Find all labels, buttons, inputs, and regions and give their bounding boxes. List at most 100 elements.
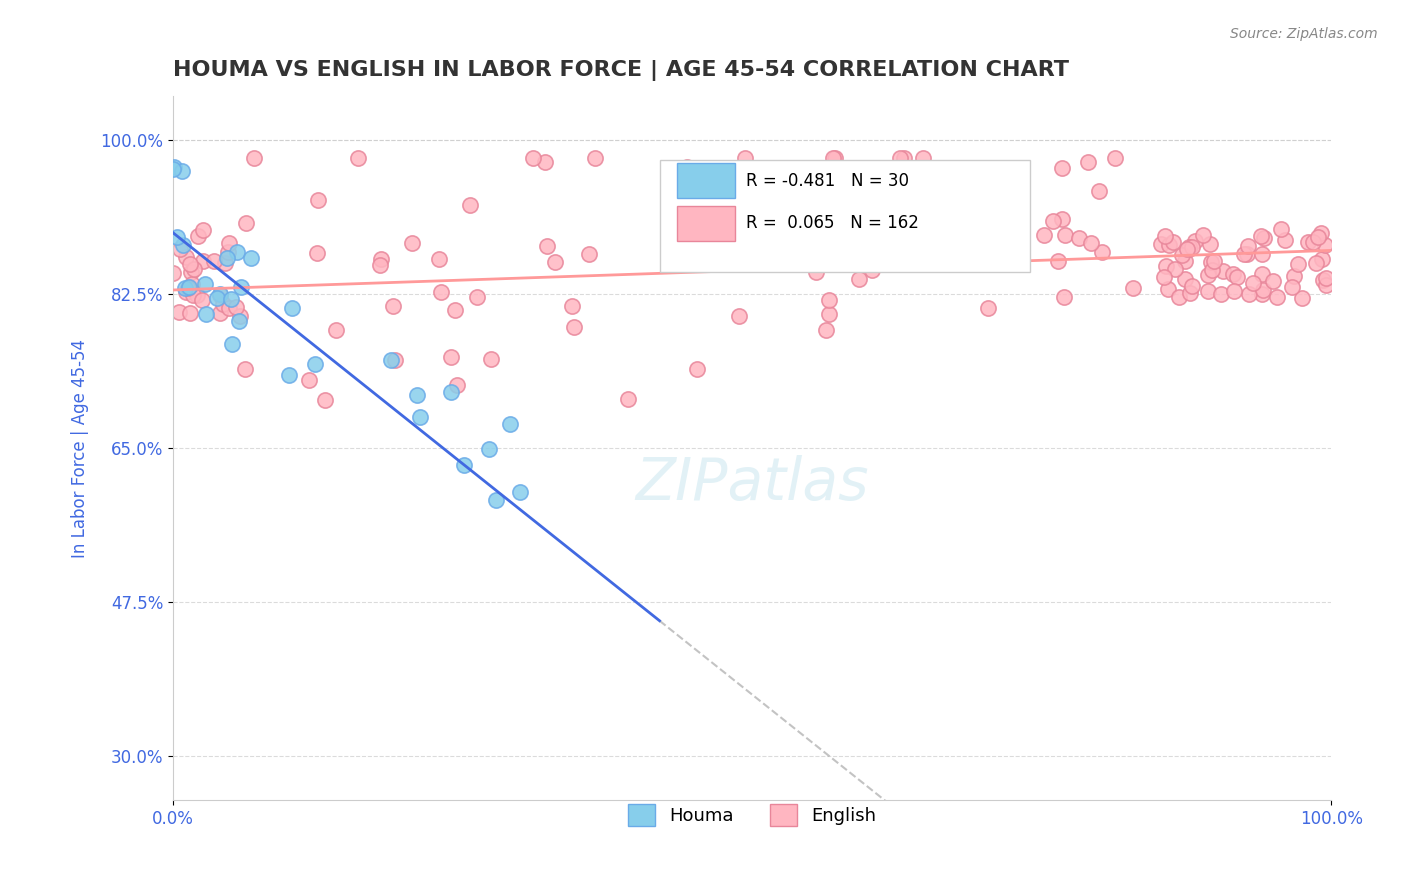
Houma (228, 313, 250, 327)
English (1054, 228, 1077, 243)
English (676, 160, 699, 174)
English (1122, 281, 1144, 295)
English (181, 288, 204, 302)
English (835, 216, 858, 230)
Text: ZIPatlas: ZIPatlas (636, 455, 869, 512)
English (817, 307, 839, 321)
English (180, 265, 202, 279)
English (1042, 214, 1064, 228)
English (1052, 212, 1074, 227)
English (1007, 174, 1029, 188)
Houma (195, 307, 218, 321)
English (1174, 253, 1197, 268)
English (180, 277, 202, 291)
English (977, 301, 1000, 316)
Houma (239, 252, 262, 266)
English (1251, 284, 1274, 298)
English (893, 151, 915, 165)
Houma (231, 279, 253, 293)
English (1184, 235, 1206, 249)
English (1302, 235, 1324, 249)
English (831, 166, 853, 180)
English (191, 222, 214, 236)
English (1046, 254, 1069, 268)
English (225, 300, 247, 314)
English (728, 309, 751, 323)
English (370, 252, 392, 267)
English (1181, 240, 1204, 254)
English (212, 296, 235, 310)
English (384, 353, 406, 368)
English (848, 272, 870, 286)
English (1077, 154, 1099, 169)
English (1033, 227, 1056, 242)
English (1104, 151, 1126, 165)
Houma (281, 301, 304, 315)
English (1154, 229, 1177, 244)
English (1181, 278, 1204, 293)
FancyBboxPatch shape (676, 205, 735, 241)
English (536, 239, 558, 253)
English (1178, 286, 1201, 301)
English (401, 235, 423, 250)
English (534, 154, 557, 169)
English (208, 306, 231, 320)
English (880, 200, 903, 214)
English (1222, 267, 1244, 281)
English (174, 250, 197, 264)
English (1154, 259, 1177, 273)
English (465, 290, 488, 304)
English (1261, 274, 1284, 288)
Houma (440, 385, 463, 400)
English (169, 305, 191, 319)
Text: Source: ZipAtlas.com: Source: ZipAtlas.com (1230, 27, 1378, 41)
FancyBboxPatch shape (659, 160, 1031, 272)
FancyBboxPatch shape (676, 163, 735, 199)
English (458, 198, 481, 212)
English (1197, 284, 1219, 298)
English (1088, 184, 1111, 198)
Text: HOUMA VS ENGLISH IN LABOR FORCE | AGE 45-54 CORRELATION CHART: HOUMA VS ENGLISH IN LABOR FORCE | AGE 45… (173, 60, 1069, 80)
English (1286, 257, 1309, 271)
English (325, 323, 347, 337)
English (583, 151, 606, 165)
English (1305, 256, 1327, 270)
English (1175, 242, 1198, 256)
English (162, 266, 184, 280)
English (217, 245, 239, 260)
English (1174, 272, 1197, 286)
Houma (409, 409, 432, 424)
Houma (205, 291, 228, 305)
English (1167, 289, 1189, 303)
English (734, 151, 756, 165)
Houma (170, 164, 193, 178)
Houma (194, 277, 217, 292)
Houma (499, 417, 522, 432)
English (1212, 264, 1234, 278)
English (1091, 245, 1114, 260)
English (1150, 237, 1173, 252)
English (543, 255, 565, 269)
English (1223, 284, 1246, 298)
Houma (509, 485, 531, 500)
English (1309, 227, 1331, 241)
English (183, 262, 205, 277)
English (522, 151, 544, 165)
English (298, 373, 321, 387)
Houma (277, 368, 299, 382)
Y-axis label: In Labor Force | Age 45-54: In Labor Force | Age 45-54 (72, 339, 89, 558)
English (1163, 261, 1185, 276)
English (578, 247, 600, 261)
English (479, 351, 502, 366)
English (1197, 268, 1219, 283)
English (1236, 247, 1258, 261)
English (368, 258, 391, 272)
English (942, 223, 965, 237)
Houma (163, 160, 186, 174)
English (1265, 290, 1288, 304)
English (1199, 255, 1222, 269)
English (440, 350, 463, 364)
English (755, 178, 778, 193)
English (179, 257, 201, 271)
Houma (208, 287, 231, 301)
